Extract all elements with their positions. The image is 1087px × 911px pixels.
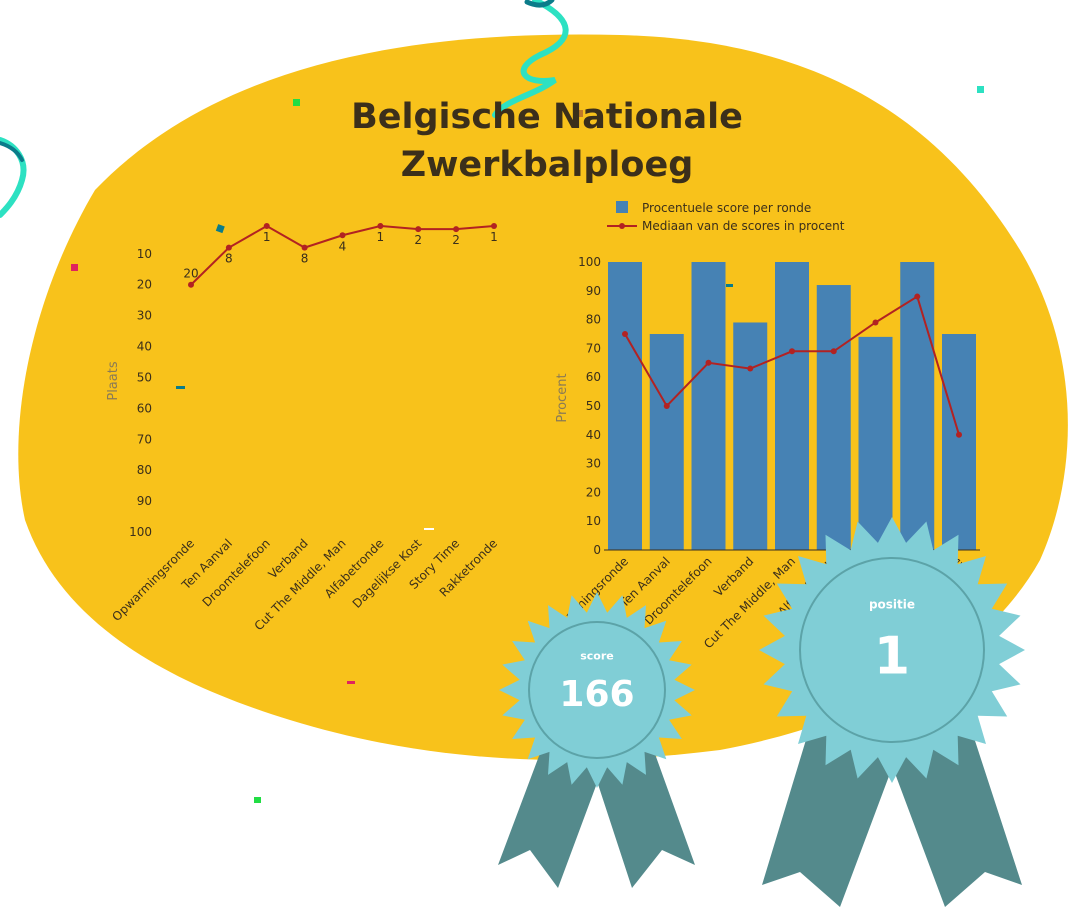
streamer-decoration bbox=[0, 137, 27, 218]
line-chart-y-tick-label: 10 bbox=[137, 247, 152, 261]
legend-bar-swatch bbox=[616, 201, 628, 213]
line-chart-point bbox=[377, 223, 384, 229]
position-rosette: positie 1 bbox=[759, 517, 1025, 907]
bar-chart-median-point bbox=[747, 365, 754, 372]
bar-chart-y-tick-label: 70 bbox=[586, 341, 601, 355]
page-title-line2: Zwerkbalploeg bbox=[401, 145, 694, 185]
line-chart-y-tick-label: 20 bbox=[137, 278, 152, 292]
line-chart-point bbox=[453, 226, 460, 233]
bar-chart-median-point bbox=[872, 319, 879, 326]
line-chart-data-label: 1 bbox=[377, 230, 385, 244]
bar-chart-y-axis-label: Procent bbox=[555, 373, 570, 422]
bar-chart-bar bbox=[691, 262, 726, 550]
legend-line-label: Mediaan van de scores in procent bbox=[642, 219, 845, 233]
bar-chart-y-tick-label: 0 bbox=[593, 543, 601, 557]
line-chart-point bbox=[415, 226, 422, 233]
line-chart-data-label: 1 bbox=[263, 230, 271, 244]
line-chart-data-label: 4 bbox=[339, 239, 347, 253]
bar-chart-bar bbox=[775, 262, 809, 550]
bar-chart-median-point bbox=[789, 348, 795, 355]
line-chart-data-label: 2 bbox=[452, 233, 460, 247]
legend-line-marker bbox=[619, 223, 625, 229]
line-chart-point bbox=[263, 223, 270, 229]
line-chart-point bbox=[301, 244, 308, 251]
line-chart-point bbox=[491, 223, 497, 229]
bar-chart-y-tick-label: 40 bbox=[586, 428, 601, 442]
line-chart-point bbox=[225, 244, 232, 251]
streamer-decoration bbox=[0, 141, 24, 162]
bar-chart-median-point bbox=[830, 348, 837, 355]
bar-chart-bar bbox=[942, 334, 976, 550]
line-chart-data-label: 1 bbox=[490, 230, 498, 244]
bar-chart-median-point bbox=[622, 331, 628, 337]
bar-chart-median-point bbox=[663, 403, 670, 409]
bar-chart-median-point bbox=[705, 359, 712, 366]
line-chart-y-tick-label: 70 bbox=[137, 432, 152, 446]
bar-chart-bar bbox=[733, 322, 768, 550]
rosette-ring bbox=[528, 621, 666, 759]
bar-chart-y-tick-label: 10 bbox=[586, 514, 601, 528]
line-chart-y-tick-label: 90 bbox=[137, 494, 152, 508]
line-chart-y-tick-label: 80 bbox=[137, 463, 152, 477]
line-chart-point bbox=[188, 281, 194, 288]
line-chart-data-label: 2 bbox=[414, 233, 422, 247]
bar-chart-bar bbox=[858, 336, 893, 550]
bar-chart-y-tick-label: 90 bbox=[586, 284, 601, 298]
bar-chart-median-point bbox=[956, 431, 962, 438]
line-chart-y-tick-label: 30 bbox=[137, 309, 152, 323]
bar-chart-bar bbox=[649, 334, 684, 550]
bar-chart-y-tick-label: 80 bbox=[586, 313, 601, 327]
rosette-star bbox=[759, 517, 1025, 783]
rosette-value: 1 bbox=[874, 626, 910, 686]
rosette-ring bbox=[799, 557, 985, 743]
rosette-value: 166 bbox=[559, 674, 634, 715]
line-chart-data-label: 20 bbox=[183, 267, 198, 281]
bar-chart-y-tick-label: 100 bbox=[578, 255, 601, 269]
bar-chart-y-tick-label: 50 bbox=[586, 399, 601, 413]
streamer-decoration bbox=[492, 0, 569, 118]
bar-chart-median-point bbox=[914, 293, 921, 300]
line-chart-y-tick-label: 100 bbox=[129, 525, 152, 539]
line-chart-y-tick-label: 50 bbox=[137, 370, 152, 384]
bar-chart-y-tick-label: 30 bbox=[586, 457, 601, 471]
line-chart-y-tick-label: 40 bbox=[137, 340, 152, 354]
bar-chart-bar bbox=[816, 285, 851, 550]
score-rosette: score 166 bbox=[498, 592, 695, 888]
bar-chart-y-tick-label: 60 bbox=[586, 370, 601, 384]
rosette-star bbox=[499, 592, 695, 788]
bar-chart-bar bbox=[900, 262, 935, 550]
page-title-line1: Belgische Nationale bbox=[351, 97, 743, 137]
streamer-decoration bbox=[524, 0, 555, 8]
line-chart-y-tick-label: 60 bbox=[137, 401, 152, 415]
line-chart-y-axis-label: Plaats bbox=[106, 361, 121, 400]
line-chart-data-label: 8 bbox=[225, 252, 233, 266]
rosette-label: score bbox=[580, 649, 614, 662]
bar-chart-y-tick-label: 20 bbox=[586, 485, 601, 499]
line-chart-point bbox=[339, 232, 346, 239]
line-chart-data-label: 8 bbox=[301, 252, 309, 266]
bar-chart-bar bbox=[608, 262, 642, 550]
legend-bar-label: Procentuele score per ronde bbox=[642, 201, 811, 215]
rosette-label: positie bbox=[869, 598, 915, 612]
